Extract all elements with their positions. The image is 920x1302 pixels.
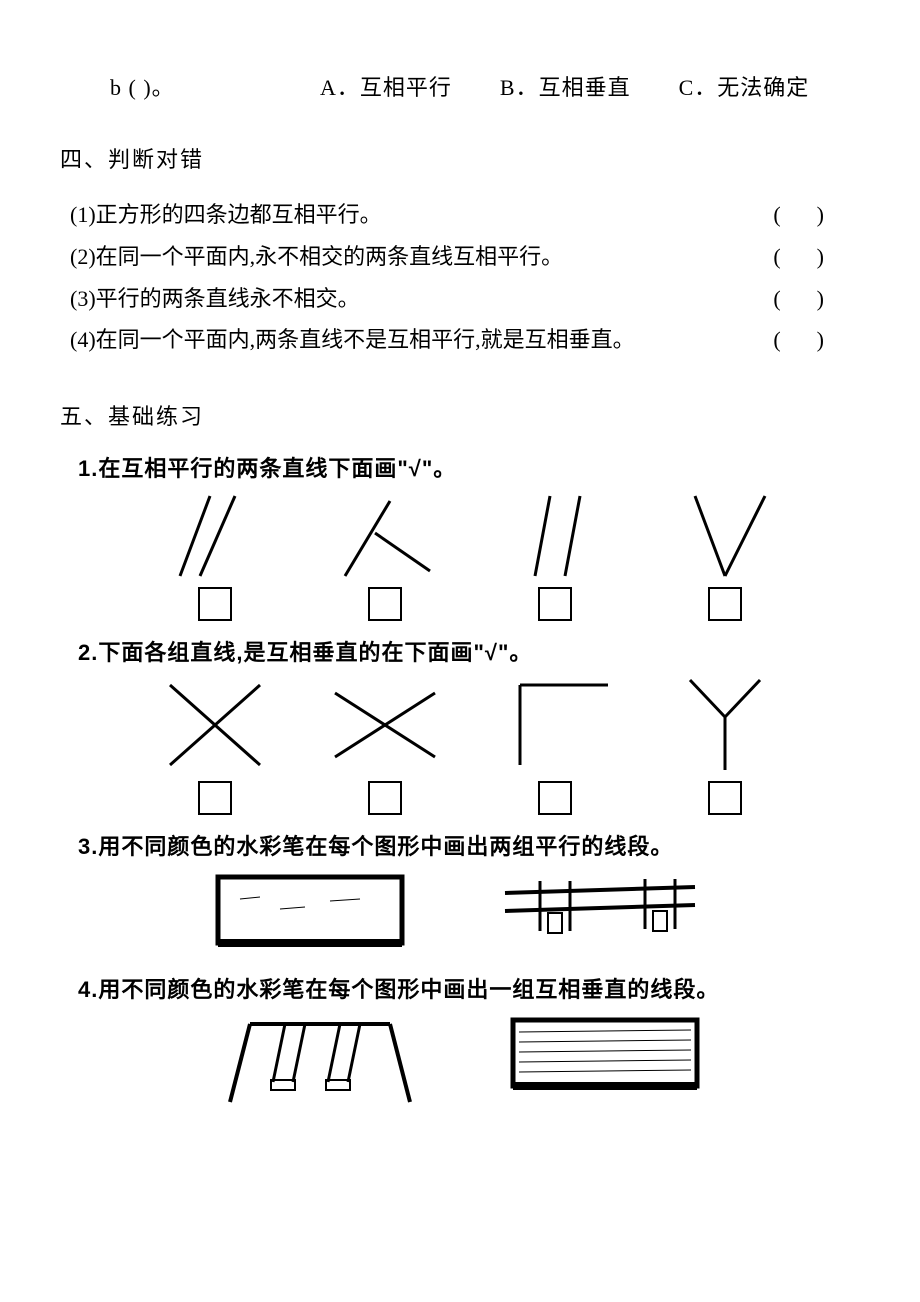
q2-check-3[interactable]	[538, 781, 572, 815]
q1-svg-3	[480, 491, 630, 581]
q1-check-2[interactable]	[368, 587, 402, 621]
q1-fig-3	[480, 491, 630, 621]
q1-figures	[120, 491, 820, 621]
q2-svg-2	[310, 675, 460, 775]
q1-fig-1	[140, 491, 290, 621]
q3-parallel-bars	[490, 869, 710, 954]
q1-fig-4	[650, 491, 800, 621]
q1-title: 1.在互相平行的两条直线下面画"√"。	[78, 451, 860, 483]
q1-check-4[interactable]	[708, 587, 742, 621]
mc-stem: b ( )。	[110, 70, 320, 102]
mc-option-b[interactable]: B．互相垂直	[500, 70, 631, 102]
q1-svg-1	[140, 491, 290, 581]
q1-check-1[interactable]	[198, 587, 232, 621]
q2-svg-1	[140, 675, 290, 775]
q2-fig-1	[140, 675, 290, 815]
q2-svg-3	[480, 675, 630, 775]
tf-row-2: (2)在同一个平面内,永不相交的两条直线互相平行。 ()	[70, 236, 860, 278]
tf-text-4: (4)在同一个平面内,两条直线不是互相平行,就是互相垂直。	[70, 319, 635, 361]
q1-svg-4	[650, 491, 800, 581]
section5-title: 五、基础练习	[60, 399, 860, 431]
q3-title: 3.用不同颜色的水彩笔在每个图形中画出两组平行的线段。	[78, 829, 860, 861]
tf-paren-3[interactable]: ()	[730, 278, 860, 320]
tf-paren-2[interactable]: ()	[730, 236, 860, 278]
tf-text-3: (3)平行的两条直线永不相交。	[70, 278, 360, 320]
tf-row-1: (1)正方形的四条边都互相平行。 ()	[70, 194, 860, 236]
worksheet-page: b ( )。 A．互相平行 B．互相垂直 C．无法确定 四、判断对错 (1)正方…	[0, 0, 920, 1302]
q2-check-1[interactable]	[198, 781, 232, 815]
q1-check-3[interactable]	[538, 587, 572, 621]
tf-text-2: (2)在同一个平面内,永不相交的两条直线互相平行。	[70, 236, 563, 278]
q2-title: 2.下面各组直线,是互相垂直的在下面画"√"。	[78, 635, 860, 667]
q2-svg-4	[650, 675, 800, 775]
q4-swing	[215, 1012, 425, 1107]
section4-title: 四、判断对错	[60, 142, 860, 174]
mc-options: A．互相平行 B．互相垂直 C．无法确定	[320, 70, 809, 102]
q2-figures	[120, 675, 820, 815]
mc-option-a[interactable]: A．互相平行	[320, 70, 452, 102]
tf-paren-4[interactable]: ()	[730, 319, 860, 361]
q2-fig-3	[480, 675, 630, 815]
tf-row-4: (4)在同一个平面内,两条直线不是互相平行,就是互相垂直。 ()	[70, 319, 860, 361]
q2-check-4[interactable]	[708, 781, 742, 815]
tf-text-1: (1)正方形的四条边都互相平行。	[70, 194, 382, 236]
q1-svg-2	[310, 491, 460, 581]
true-false-block: (1)正方形的四条边都互相平行。 () (2)在同一个平面内,永不相交的两条直线…	[70, 194, 860, 361]
mc-option-c[interactable]: C．无法确定	[679, 70, 810, 102]
q4-figures	[60, 1012, 860, 1107]
q4-title: 4.用不同颜色的水彩笔在每个图形中画出一组互相垂直的线段。	[78, 972, 860, 1004]
mc-row: b ( )。 A．互相平行 B．互相垂直 C．无法确定	[110, 70, 860, 102]
q3-figures	[60, 869, 860, 954]
q2-fig-2	[310, 675, 460, 815]
q2-check-2[interactable]	[368, 781, 402, 815]
q3-blackboard	[210, 869, 410, 954]
q4-blackboard	[505, 1012, 705, 1097]
q2-fig-4	[650, 675, 800, 815]
q1-fig-2	[310, 491, 460, 621]
tf-paren-1[interactable]: ()	[730, 194, 860, 236]
tf-row-3: (3)平行的两条直线永不相交。 ()	[70, 278, 860, 320]
